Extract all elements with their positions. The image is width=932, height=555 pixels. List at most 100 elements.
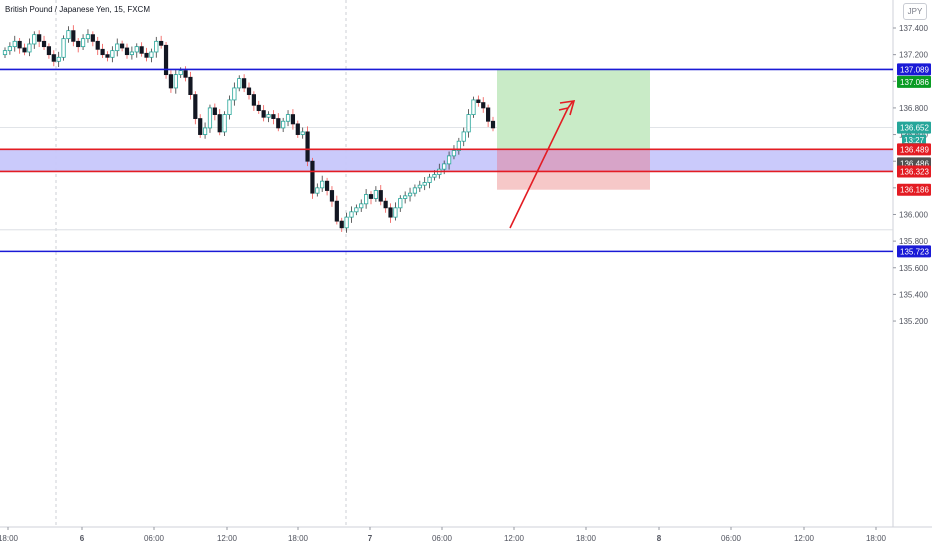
candle-body [188,76,193,95]
candle-body [124,47,130,56]
symbol-title: British Pound / Japanese Yen, 15, FXCM [5,5,150,14]
candle-body [76,40,81,48]
candle-body [198,118,203,135]
candle-body [364,194,369,205]
candle-body [120,43,125,49]
trend-arrow-head [558,100,574,111]
candle-body [383,200,388,209]
countdown-tag [902,134,926,146]
candle-body [339,220,344,229]
target-box [497,69,650,150]
candle-body [183,70,188,78]
candle-body [227,99,232,115]
countdown-label: 13:27 [904,136,925,145]
candle-body [490,120,496,129]
y-tick-label: 135.600 [899,264,928,273]
zone-top-price-tag [897,143,931,156]
candle-body [461,131,466,142]
candle-body [217,114,222,133]
candle-body [276,118,281,129]
y-tick-label: 137.200 [899,51,928,60]
candle-body [95,40,100,50]
candle-body [446,155,452,165]
currency-button[interactable]: JPY [903,3,927,20]
candle-body [349,211,354,218]
candle-body [451,150,457,157]
resistance-price-label: 137.089 [900,65,929,74]
zone-overlap [497,149,650,172]
candle-body [17,40,22,49]
candle-body [320,180,325,189]
candle-body [324,180,330,191]
target-price-label: 137.086 [900,78,929,87]
candle-body [310,160,315,194]
candle-body [412,187,418,194]
candle-body [300,131,305,135]
candle-body [56,56,61,62]
candle-body [271,114,276,119]
candle-body [398,198,403,209]
candle-body [144,52,149,58]
x-tick-label: 06:00 [432,534,453,543]
candle-body [256,104,261,111]
candle-body [212,107,217,115]
candle-body [344,216,349,229]
candle-body [237,78,242,89]
x-tick-label: 18:00 [866,534,887,543]
candle-body [354,207,359,213]
candle-body [281,120,286,129]
candle-body [163,44,169,76]
candle-body [403,195,408,199]
candle-body [315,187,320,194]
candle-body [27,43,32,53]
candle-body [368,194,374,199]
zone-top-price-label: 136.489 [900,145,929,154]
candle-body [41,40,47,48]
candle-body [100,48,105,56]
candle-body [159,40,164,46]
candle-body [388,207,393,218]
trend-arrow-shaft [509,107,569,229]
x-tick-label: 8 [657,534,662,543]
candle-body [202,127,208,135]
candle-body [2,50,8,56]
candle-body [168,74,174,89]
candle-body [66,30,71,40]
y-tick-label: 136.000 [899,210,928,219]
resistance-price-tag [897,63,931,76]
candle-body [193,94,198,119]
x-tick-label: 18:00 [576,534,597,543]
candle-body [154,40,159,53]
candle-body [37,34,42,42]
candle-body [110,50,115,58]
candle-body [295,123,300,135]
last-price-label: 136.652 [900,124,929,133]
candle-body [378,190,383,202]
target-price-tag [897,75,931,88]
x-tick-label: 7 [368,534,373,543]
y-tick-label: 137.400 [899,24,928,33]
candle-body [149,51,154,58]
candles-group [2,25,496,233]
last-price-tag [897,121,931,134]
y-tick-label: 135.200 [899,317,928,326]
candle-body [471,99,476,115]
candle-body [466,114,471,133]
candle-body [246,87,252,96]
candle-body [251,94,256,106]
candle-body [12,40,17,48]
candle-body [476,99,481,103]
candle-body [290,114,296,125]
candle-body [427,176,432,183]
candle-body [134,46,139,53]
candle-body [261,110,266,118]
x-tick-label: 12:00 [794,534,815,543]
candle-body [115,43,120,52]
candle-body [432,174,437,178]
candle-body [456,140,461,151]
y-tick-label: 136.800 [899,104,928,113]
candle-body [285,114,291,122]
zone-bottom-price-tag [897,165,931,178]
